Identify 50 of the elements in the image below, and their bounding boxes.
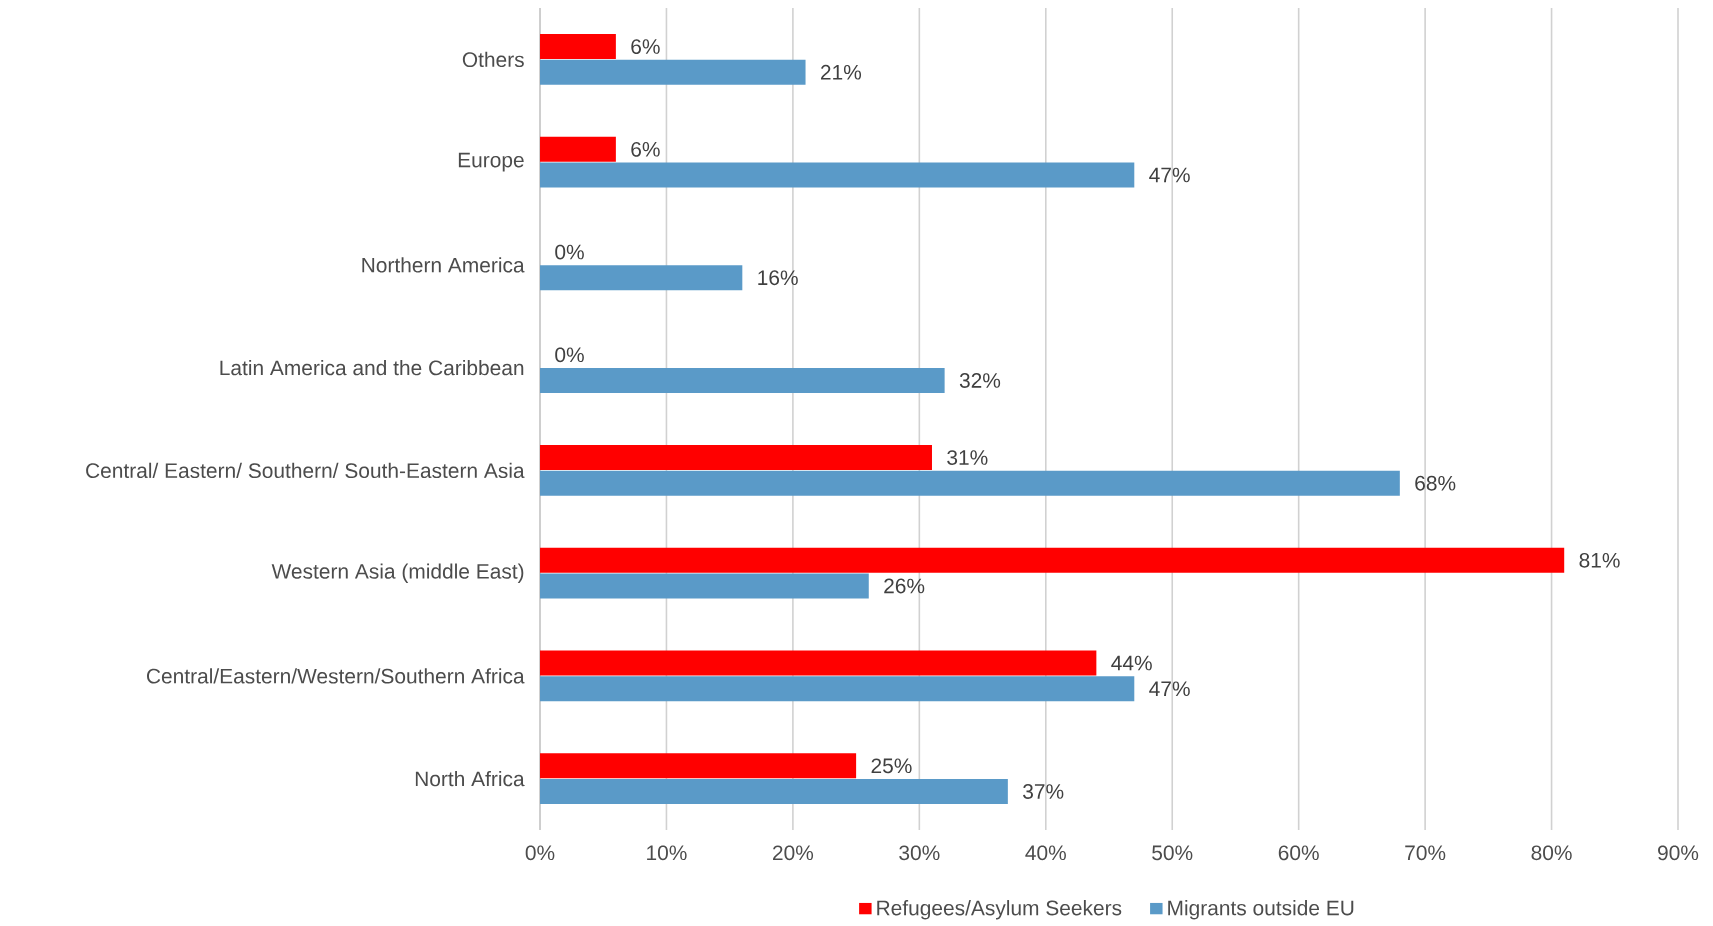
legend-label: Migrants outside EU (1168, 899, 1354, 920)
x-tick-label: 70% (1405, 845, 1446, 861)
data-label: 21% (821, 64, 862, 80)
bar (540, 59, 806, 85)
data-label: 81% (1579, 552, 1620, 568)
data-label: 32% (959, 372, 1001, 388)
y-tick-label: Central/ Eastern/ Southern/ South-Eastern Asia (86, 462, 525, 478)
data-label: 0% (555, 347, 584, 363)
data-label: 6% (631, 39, 660, 54)
y-tick-label: Western Asia (middle East) (271, 563, 524, 583)
x-tick-label: 50% (1152, 845, 1193, 861)
y-tick-label: Latin America and the Caribbean (220, 359, 524, 376)
bar (540, 33, 616, 59)
y-tick-label: Central/Eastern/Western/Southern Africa (146, 668, 525, 684)
bar (540, 470, 1400, 496)
data-label: 68% (1415, 475, 1456, 491)
data-label: 25% (871, 758, 912, 774)
x-tick-label: 0% (525, 845, 555, 861)
y-tick-label: Northern America (362, 257, 525, 273)
data-label: 16% (758, 270, 798, 286)
bar (540, 676, 1135, 702)
data-label: 47% (1149, 167, 1190, 183)
x-tick-label: 30% (899, 845, 940, 861)
legend-label: Refugees/Asylum Seekers (877, 899, 1122, 920)
x-tick-label: 40% (1025, 845, 1066, 861)
x-tick-label: 20% (773, 845, 814, 861)
x-tick-label: 10% (647, 845, 687, 861)
data-label: 6% (631, 141, 660, 157)
x-tick-label: 80% (1531, 845, 1572, 861)
bar (540, 547, 1565, 573)
x-tick-label: 60% (1278, 845, 1319, 861)
data-label: 47% (1149, 681, 1190, 696)
bar (540, 778, 1008, 804)
bar (540, 367, 945, 393)
y-tick-label: Europe (458, 152, 524, 172)
x-tick-label: 90% (1658, 845, 1699, 861)
bar (540, 136, 616, 162)
bar (540, 573, 869, 599)
bar (540, 650, 1097, 676)
y-tick-label: North Africa (415, 770, 525, 787)
y-tick-label: Others (462, 51, 524, 67)
data-label: 31% (947, 450, 988, 465)
data-label: 44% (1111, 655, 1152, 671)
bar (540, 162, 1135, 188)
data-label: 37% (1023, 783, 1064, 799)
data-label: 0% (555, 244, 584, 260)
bar (540, 753, 857, 779)
bar (540, 444, 932, 470)
data-label: 26% (884, 578, 925, 594)
bar (540, 265, 743, 291)
